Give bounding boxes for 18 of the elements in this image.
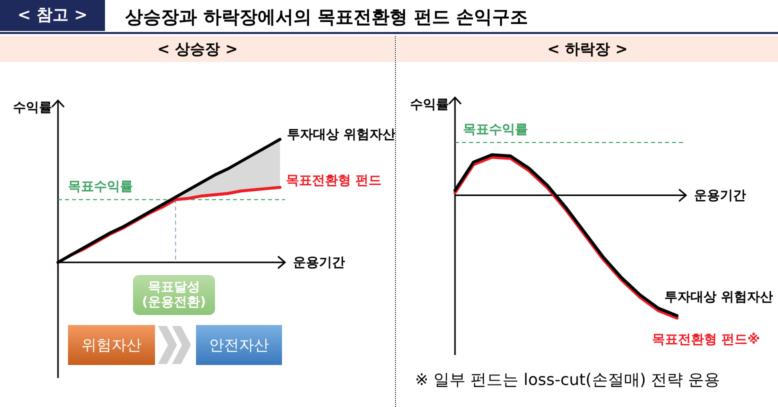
chart-title: < 상승장 > [0, 36, 395, 62]
series-label: 목표전환형 펀드 [286, 174, 382, 189]
x-axis-title: 운용기간 [694, 188, 746, 204]
chart-title: < 하락장 > [397, 36, 778, 62]
y-axis-title: 수익률 [410, 97, 449, 112]
ref-line-label: 목표수익률 [463, 122, 528, 138]
series-label: 투자대상 위험자산 [664, 290, 773, 306]
text: < 참고 > [0, 0, 105, 31]
y-axis-title: 수익률 [13, 100, 52, 116]
text: 상승장과 하락장에서의 목표전환형 펀드 손익구조 [125, 6, 528, 29]
text: 안전자산 [196, 325, 282, 365]
text: 목표달성 (운용전환) [133, 275, 215, 315]
x-axis-title: 운용기간 [293, 256, 345, 271]
ref-line-label: 목표수익률 [68, 180, 133, 195]
series-label: 목표전환형 펀드※ [652, 332, 760, 348]
text: ※ 일부 펀드는 loss-cut(손절매) 전략 운용 [415, 370, 720, 391]
series-label: 투자대상 위험자산 [287, 128, 396, 143]
text: 위험자산 [68, 325, 155, 365]
